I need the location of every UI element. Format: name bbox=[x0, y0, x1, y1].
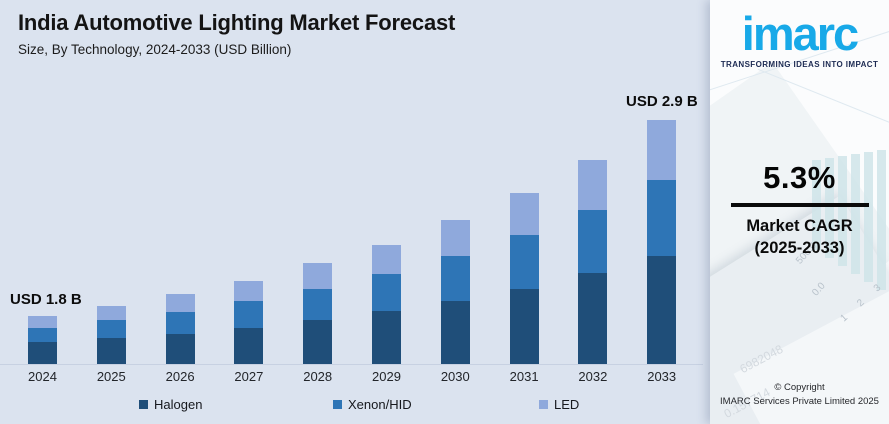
bar-segment-led bbox=[372, 245, 401, 274]
bar-segment-xenon-hid bbox=[578, 210, 608, 273]
page-subtitle: Size, By Technology, 2024-2033 (USD Bill… bbox=[18, 42, 292, 57]
bar-segment-led bbox=[234, 281, 264, 301]
bar-segment-led bbox=[509, 193, 539, 235]
bar-segment-halogen bbox=[165, 334, 195, 364]
bar-segment-xenon-hid bbox=[28, 328, 57, 342]
x-axis-label-2032: 2032 bbox=[578, 369, 608, 384]
cagr-value: 5.3% bbox=[763, 160, 836, 195]
bar-2030 bbox=[440, 220, 470, 364]
watermark-number: 6982048 bbox=[737, 341, 786, 377]
bar-2033 bbox=[647, 120, 677, 364]
page-title: India Automotive Lighting Market Forecas… bbox=[18, 10, 456, 35]
bar-segment-xenon-hid bbox=[96, 320, 126, 338]
bar-segment-led bbox=[440, 220, 470, 256]
bar-segment-halogen bbox=[440, 301, 470, 364]
x-axis-label-2025: 2025 bbox=[96, 369, 126, 384]
bar-segment-led bbox=[28, 316, 57, 328]
bar-segment-halogen bbox=[372, 311, 401, 364]
imarc-logo: imarc TRANSFORMING IDEAS INTO IMPACT bbox=[710, 8, 889, 69]
imarc-tagline: TRANSFORMING IDEAS INTO IMPACT bbox=[720, 59, 879, 69]
bar-segment-led bbox=[165, 294, 195, 312]
bar-segment-xenon-hid bbox=[647, 180, 677, 256]
bar-segment-xenon-hid bbox=[509, 235, 539, 289]
bar-segment-xenon-hid bbox=[234, 301, 264, 328]
x-axis-label-2027: 2027 bbox=[234, 369, 264, 384]
cagr-label-line2: (2025-2033) bbox=[754, 239, 845, 258]
x-axis-label-2026: 2026 bbox=[165, 369, 195, 384]
bar-segment-halogen bbox=[647, 256, 677, 364]
bar-2028 bbox=[303, 263, 333, 364]
value-annotation-2024: USD 1.8 B bbox=[10, 291, 82, 308]
cagr-label-line1: Market CAGR bbox=[746, 217, 853, 235]
brand-side-panel: 500.0 0.0 1 2 3 4 6982048 0.157714 imarc… bbox=[710, 0, 889, 424]
bar-2031 bbox=[509, 193, 539, 364]
bar-2029 bbox=[372, 245, 401, 364]
x-axis-label-2024: 2024 bbox=[28, 369, 57, 384]
bar-segment-halogen bbox=[234, 328, 264, 364]
bar-segment-xenon-hid bbox=[303, 289, 333, 320]
watermark-number: 1 2 3 4 bbox=[838, 263, 889, 325]
bar-segment-halogen bbox=[578, 273, 608, 364]
bar-2027 bbox=[234, 281, 264, 364]
stacked-bar-chart: USD 1.8 B USD 2.9 B 2024 2025 2026 2027 2028… bbox=[0, 93, 703, 384]
bar-segment-xenon-hid bbox=[372, 274, 401, 311]
cagr-divider bbox=[730, 203, 869, 207]
bar-2025 bbox=[96, 306, 126, 364]
cagr-block: 5.3% Market CAGR (2025-2033) bbox=[710, 160, 889, 260]
x-axis-label-2028: 2028 bbox=[303, 369, 333, 384]
x-axis-label-2029: 2029 bbox=[372, 369, 401, 384]
chart-region: India Automotive Lighting Market Forecas… bbox=[0, 10, 703, 412]
bar-segment-halogen bbox=[303, 320, 333, 364]
watermark-number: 0.0 bbox=[810, 280, 828, 299]
copyright-line1: © Copyright bbox=[774, 382, 825, 393]
copyright-line2: IMARC Services Private Limited 2025 bbox=[720, 395, 879, 407]
bar-segment-xenon-hid bbox=[165, 312, 195, 334]
x-axis-label-2031: 2031 bbox=[509, 369, 539, 384]
bar-2026 bbox=[165, 294, 195, 364]
bar-segment-xenon-hid bbox=[440, 256, 470, 301]
bar-segment-halogen bbox=[509, 289, 539, 364]
copyright-notice: © Copyright IMARC Services Private Limit… bbox=[710, 381, 889, 409]
bar-segment-led bbox=[96, 306, 126, 320]
watermark-line bbox=[757, 68, 889, 153]
value-annotation-2033: USD 2.9 B bbox=[626, 93, 698, 110]
x-axis-label-2033: 2033 bbox=[647, 369, 677, 384]
x-axis-line bbox=[0, 364, 703, 365]
bar-segment-halogen bbox=[96, 338, 126, 364]
bar-segment-led bbox=[303, 263, 333, 289]
bar-2024 bbox=[28, 316, 57, 364]
bar-segment-led bbox=[578, 160, 608, 210]
bar-2032 bbox=[578, 160, 608, 364]
imarc-wordmark: imarc bbox=[741, 7, 859, 60]
x-axis-label-2030: 2030 bbox=[440, 369, 470, 384]
bar-segment-halogen bbox=[28, 342, 57, 364]
bar-segment-led bbox=[647, 120, 677, 180]
